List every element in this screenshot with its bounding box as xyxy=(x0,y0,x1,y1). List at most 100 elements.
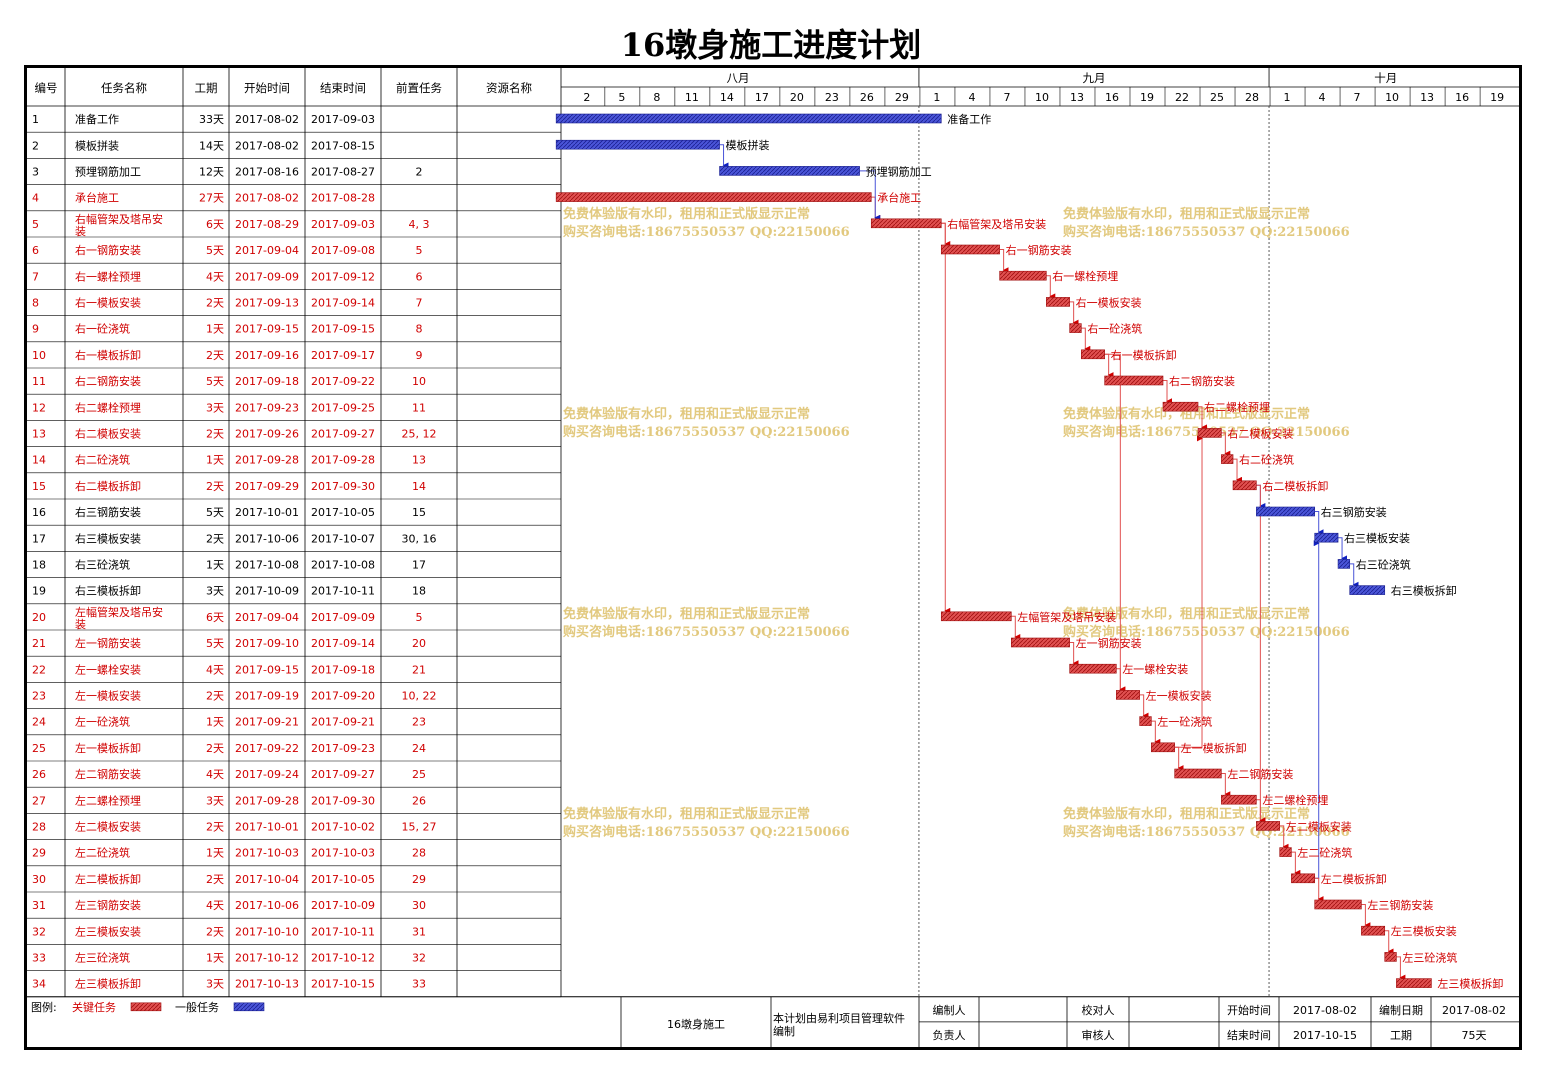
gantt-bar xyxy=(719,166,860,176)
gantt-bar-label: 左二钢筋安装 xyxy=(1227,767,1293,781)
task-start: 2017-10-09 xyxy=(235,585,299,598)
task-end: 2017-09-20 xyxy=(311,690,375,703)
footer-reviewer-label: 审核人 xyxy=(1082,1028,1115,1042)
task-name-cell: 右一砼浇筑 xyxy=(75,322,130,336)
gantt-bar xyxy=(1151,742,1175,753)
task-start: 2017-10-01 xyxy=(235,821,299,834)
day-tick-label: 13 xyxy=(1070,91,1084,104)
footer-project: 16墩身施工 xyxy=(667,1017,725,1031)
gantt-bar xyxy=(1221,454,1234,464)
task-duration: 1天 xyxy=(206,952,224,965)
task-start: 2017-09-16 xyxy=(235,349,299,362)
task-predecessor: 2 xyxy=(416,166,423,179)
day-tick-label: 26 xyxy=(860,91,874,104)
task-predecessor: 18 xyxy=(412,585,426,598)
task-name: 准备工作 xyxy=(75,112,119,126)
dependency-link xyxy=(1291,851,1301,876)
gantt-bar-label: 右二模板拆卸 xyxy=(1262,479,1328,493)
task-predecessor: 7 xyxy=(416,297,423,310)
task-name-cell: 右三模板拆卸 xyxy=(75,584,141,598)
day-tick-label: 29 xyxy=(895,91,909,104)
gantt-bar-label: 右一模板拆卸 xyxy=(1111,348,1177,362)
task-duration: 1天 xyxy=(206,847,224,860)
task-end: 2017-09-12 xyxy=(311,270,375,283)
task-end: 2017-08-28 xyxy=(311,192,375,205)
task-duration: 6天 xyxy=(206,611,224,624)
task-end: 2017-10-09 xyxy=(311,899,375,912)
task-start: 2017-10-13 xyxy=(235,978,299,991)
dependency-link xyxy=(1139,694,1149,719)
gantt-bar xyxy=(1256,821,1281,831)
day-tick-label: 4 xyxy=(1319,91,1326,104)
gantt-bar xyxy=(555,113,942,124)
day-tick-label: 10 xyxy=(1035,91,1049,104)
gantt-bar-label: 右三模板安装 xyxy=(1344,531,1410,545)
task-predecessor: 14 xyxy=(412,480,426,493)
task-start: 2017-10-08 xyxy=(235,559,299,572)
gantt-bar xyxy=(1221,794,1257,805)
task-name-cell: 左三砼浇筑 xyxy=(75,951,130,965)
task-name: 右三模板拆卸 xyxy=(75,584,141,598)
task-id: 12 xyxy=(32,401,46,414)
task-id: 34 xyxy=(32,978,46,991)
legend-critical-swatch xyxy=(130,1002,162,1012)
task-rows: 1 准备工作 33天 2017-08-02 2017-09-032 模板拼装 14天 2017… xyxy=(32,112,437,991)
task-end: 2017-09-21 xyxy=(311,716,375,729)
task-name: 右二砼浇筑 xyxy=(75,453,130,467)
footer-duration-value: 75天 xyxy=(1462,1029,1487,1042)
task-name-cell: 左二钢筋安装 xyxy=(75,767,141,781)
month-label: 八月 xyxy=(727,71,750,85)
task-name: 右三钢筋安装 xyxy=(75,505,141,519)
dependency-link xyxy=(1104,353,1126,693)
day-tick-label: 10 xyxy=(1385,91,1399,104)
task-predecessor: 30, 16 xyxy=(402,532,437,545)
gantt-bar-label: 左二螺栓预埋 xyxy=(1262,793,1328,807)
watermark-line: 免费体验版有水印，租用和正式版显示正常 xyxy=(1063,206,1310,222)
column-header: 任务名称 xyxy=(101,81,147,95)
task-start: 2017-08-02 xyxy=(235,192,299,205)
gantt-bar xyxy=(1162,401,1199,412)
task-end: 2017-09-14 xyxy=(311,297,375,310)
task-name: 右二螺栓预埋 xyxy=(75,400,141,414)
watermark-line: 购买咨询电话:18675550537 QQ:22150066 xyxy=(563,624,850,640)
legend-critical-label: 关键任务 xyxy=(72,1000,116,1014)
dependency-link xyxy=(719,144,729,169)
day-tick-label: 1 xyxy=(933,91,940,104)
dependency-link xyxy=(1198,406,1208,431)
task-start: 2017-09-21 xyxy=(235,716,299,729)
task-name-cell: 左三钢筋安装 xyxy=(75,898,141,912)
task-predecessor: 21 xyxy=(412,663,426,676)
task-predecessor: 31 xyxy=(412,925,426,938)
task-name: 左二模板安装 xyxy=(75,820,141,834)
task-predecessor: 13 xyxy=(412,454,426,467)
task-name-cell: 右一模板安装 xyxy=(75,296,141,310)
task-end: 2017-08-27 xyxy=(311,166,375,179)
watermark-line: 购买咨询电话:18675550537 QQ:22150066 xyxy=(563,824,850,840)
footer-start-value: 2017-08-02 xyxy=(1293,1004,1357,1017)
task-duration: 3天 xyxy=(206,401,224,414)
gantt-bar-label: 左二模板安装 xyxy=(1286,819,1352,833)
dependency-link xyxy=(1256,484,1266,824)
task-end: 2017-09-03 xyxy=(311,113,375,126)
gantt-bar-label: 左二砼浇筑 xyxy=(1297,846,1352,860)
task-id: 3 xyxy=(32,166,39,179)
task-name: 左一螺栓安装 xyxy=(75,662,141,676)
task-start: 2017-10-01 xyxy=(235,506,299,519)
column-header: 前置任务 xyxy=(396,81,442,95)
column-header: 资源名称 xyxy=(486,81,532,95)
gantt-bar xyxy=(1314,899,1362,910)
task-name: 承台施工 xyxy=(75,191,119,205)
dependency-link xyxy=(1384,930,1394,955)
task-name: 左二模板拆卸 xyxy=(75,872,141,886)
task-start: 2017-08-02 xyxy=(235,139,299,152)
task-duration: 2天 xyxy=(206,925,224,938)
task-end: 2017-09-03 xyxy=(311,218,375,231)
legend-normal-swatch xyxy=(233,1002,265,1012)
task-name-cell: 左二砼浇筑 xyxy=(75,846,130,860)
task-name: 左一钢筋安装 xyxy=(75,636,141,650)
task-id: 32 xyxy=(32,925,46,938)
gantt-bar xyxy=(1396,978,1432,988)
task-predecessor: 10, 22 xyxy=(402,690,437,703)
task-start: 2017-09-09 xyxy=(235,270,299,283)
